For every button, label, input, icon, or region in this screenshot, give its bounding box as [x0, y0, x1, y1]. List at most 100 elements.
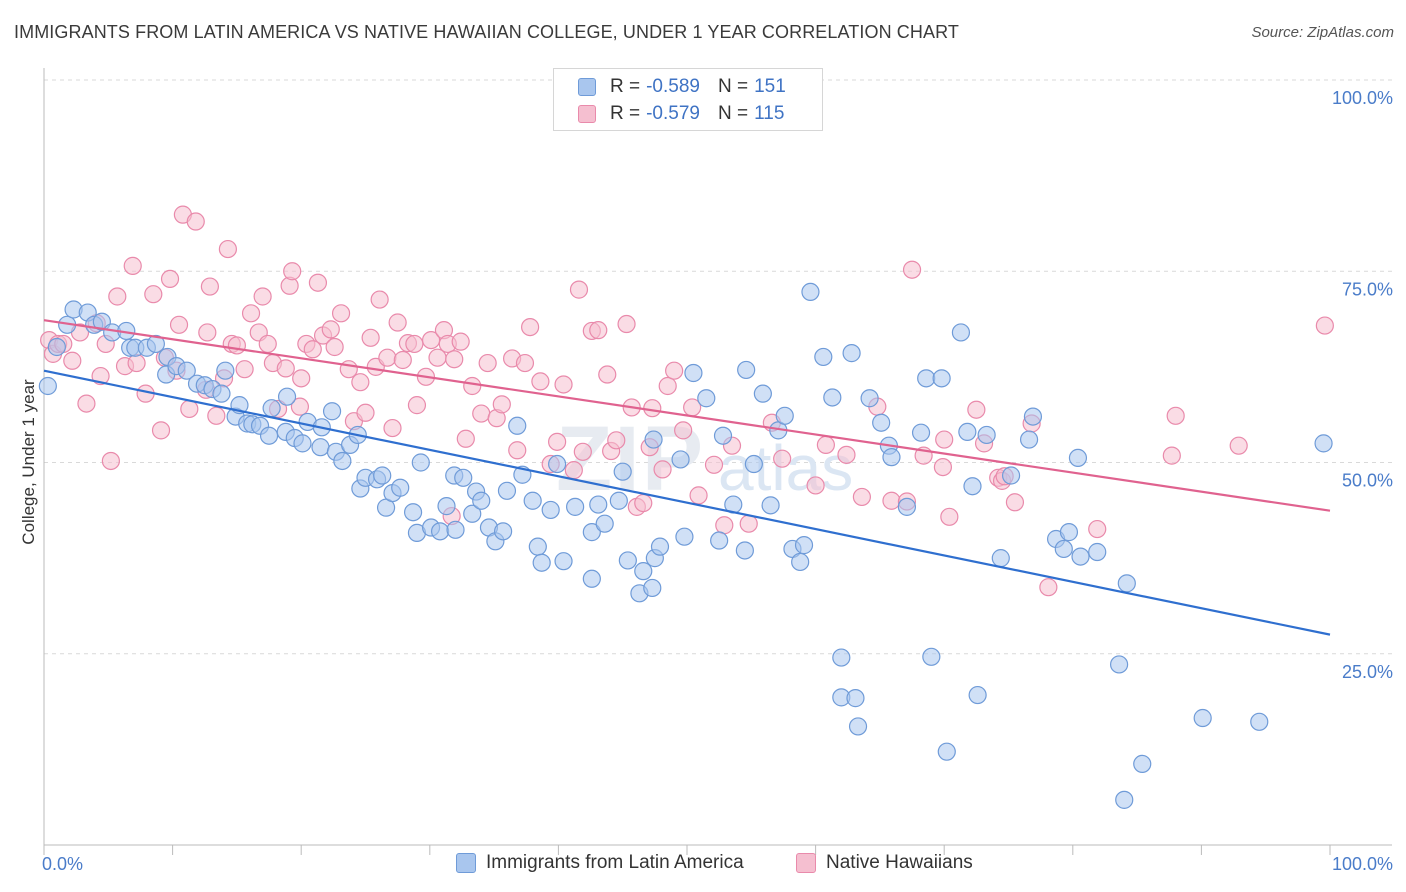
latin-america-point: [848, 717, 868, 736]
legend-row-native-hawaiians: R = -0.579 N = 115: [578, 102, 784, 126]
latin-america-point: [697, 389, 716, 408]
native-hawaiian-point: [643, 399, 662, 418]
native-hawaiian-point: [241, 304, 261, 323]
latin-america-point: [644, 430, 663, 449]
native-hawaiian-point: [521, 317, 540, 337]
native-hawaiian-point: [704, 455, 724, 474]
y-tick-label: 100.0%: [1332, 88, 1393, 108]
native-hawaiian-point: [607, 431, 626, 450]
native-hawaiian-point: [445, 350, 464, 369]
native-hawaiian-point: [617, 314, 636, 334]
latin-america-point: [823, 388, 842, 407]
latin-america-point: [618, 551, 637, 570]
native-hawaiian-point: [91, 366, 110, 386]
native-hawaiian-point: [393, 350, 412, 370]
latin-america-point: [463, 504, 482, 523]
native-hawaiian-point: [356, 403, 375, 422]
latin-america-point: [212, 384, 231, 403]
native-hawaiian-point: [303, 340, 322, 359]
native-hawaiian-point: [665, 361, 684, 380]
latin-america-point: [454, 468, 473, 487]
source-credit: Source: ZipAtlas.com: [1251, 24, 1394, 41]
native-hawaiian-point: [235, 360, 254, 379]
native-hawaiian-point: [589, 321, 608, 340]
native-hawaiians-points: [40, 205, 1334, 597]
legend-swatch-blue: [578, 78, 596, 96]
latin-america-point: [911, 423, 931, 442]
native-hawaiian-point: [361, 328, 380, 347]
latin-america-point: [430, 522, 450, 541]
latin-america-point: [277, 387, 297, 406]
latin-america-point: [872, 413, 891, 432]
latin-america-point: [958, 422, 977, 441]
native-hawaiian-point: [451, 332, 470, 351]
native-hawaiian-point: [388, 313, 407, 332]
latin-america-point: [494, 522, 513, 541]
native-hawaiian-point: [1039, 578, 1058, 597]
latin-america-point: [643, 578, 662, 598]
native-hawaiian-point: [653, 460, 672, 479]
native-hawaiian-point: [852, 487, 871, 507]
bottom-legend-label: Native Hawaiians: [826, 852, 973, 873]
legend-swatch-pink: [578, 105, 596, 123]
native-hawaiian-point: [882, 491, 901, 510]
native-hawaiian-point: [321, 320, 340, 339]
native-hawaiian-point: [169, 315, 189, 334]
latin-america-point: [333, 451, 352, 471]
native-hawaiian-point: [689, 486, 708, 505]
native-hawaiian-point: [478, 353, 497, 373]
latin-america-point: [968, 685, 987, 705]
latin-america-point: [713, 426, 733, 445]
native-hawaiian-point: [508, 441, 527, 460]
latin-america-point: [814, 347, 833, 367]
axes: [43, 68, 1392, 855]
legend-n-value: 151: [754, 76, 786, 97]
latin-america-point: [671, 450, 690, 469]
latin-america-point: [684, 363, 703, 383]
stats-legend: R = -0.589 N = 151 R = -0.579 N = 115: [553, 68, 823, 131]
latin-america-point: [548, 454, 567, 474]
latin-america-point: [609, 491, 628, 510]
native-hawaiian-point: [218, 239, 237, 259]
native-hawaiian-point: [198, 323, 217, 342]
native-hawaiian-point: [492, 395, 511, 414]
native-hawaiian-point: [1166, 406, 1185, 425]
latin-america-point: [582, 523, 601, 542]
native-hawaiian-point: [180, 399, 199, 419]
latin-america-point: [897, 497, 917, 516]
latin-america-point: [1115, 790, 1134, 809]
native-hawaiian-point: [351, 373, 370, 392]
bottom-legend-native-hawaiians: Native Hawaiians: [796, 850, 973, 876]
latin-america-point: [1059, 523, 1079, 542]
chart-title: IMMIGRANTS FROM LATIN AMERICA VS NATIVE …: [14, 22, 959, 42]
latin-america-point: [1193, 708, 1212, 728]
native-hawaiian-point: [276, 359, 295, 378]
latin-america-point: [1054, 539, 1073, 559]
latin-america-point: [391, 478, 410, 497]
native-hawaiian-point: [1229, 436, 1248, 455]
native-hawaiian-point: [331, 304, 351, 323]
latin-america-point: [1133, 754, 1152, 774]
native-hawaiian-point: [258, 334, 277, 354]
native-hawaiian-point: [292, 369, 311, 388]
x-tick-label-min: 0.0%: [42, 854, 83, 874]
native-hawaiian-point: [207, 406, 226, 425]
latin-america-point: [582, 569, 601, 588]
latin-america-point: [322, 402, 342, 421]
latin-america-point: [47, 337, 66, 357]
native-hawaiian-point: [77, 394, 96, 413]
latin-america-point: [1023, 407, 1043, 426]
latin-america-point: [293, 434, 312, 453]
latin-america-point: [860, 389, 879, 408]
latin-america-point: [554, 552, 573, 571]
latin-america-point: [1250, 712, 1269, 731]
latin-america-point: [523, 491, 542, 510]
native-hawaiian-point: [144, 285, 163, 304]
latin-america-points: [38, 282, 1333, 809]
native-hawaiian-point: [1005, 493, 1025, 512]
latin-america-point: [634, 562, 653, 581]
native-hawaiian-point: [108, 287, 127, 306]
latin-america-point: [801, 282, 820, 302]
native-hawaiian-point: [472, 404, 491, 423]
latin-america-point: [710, 531, 729, 550]
